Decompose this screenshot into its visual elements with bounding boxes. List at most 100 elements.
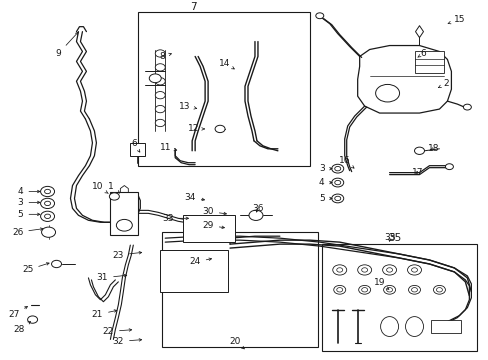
Bar xyxy=(130,143,145,156)
Circle shape xyxy=(432,285,445,294)
Text: 26: 26 xyxy=(12,228,43,237)
Bar xyxy=(110,193,138,235)
Circle shape xyxy=(315,13,323,19)
Text: 18: 18 xyxy=(427,144,438,153)
Text: 27: 27 xyxy=(8,306,27,319)
Circle shape xyxy=(215,125,224,132)
Text: 35: 35 xyxy=(383,233,394,242)
Circle shape xyxy=(445,164,452,170)
Text: 34: 34 xyxy=(184,193,204,202)
Text: 29: 29 xyxy=(202,221,224,230)
Text: 6: 6 xyxy=(131,139,140,152)
Bar xyxy=(321,244,476,351)
Circle shape xyxy=(334,196,340,201)
Circle shape xyxy=(44,201,50,206)
Bar xyxy=(162,270,188,290)
Text: 25: 25 xyxy=(22,263,49,274)
Circle shape xyxy=(336,288,342,292)
Circle shape xyxy=(407,285,420,294)
Circle shape xyxy=(149,74,161,83)
Circle shape xyxy=(155,119,165,127)
Circle shape xyxy=(248,210,263,220)
Text: 11: 11 xyxy=(159,143,176,152)
Text: 13: 13 xyxy=(179,102,196,111)
Text: 10: 10 xyxy=(91,182,108,193)
Circle shape xyxy=(51,260,61,267)
Circle shape xyxy=(361,288,367,292)
Text: 12: 12 xyxy=(187,125,204,134)
Circle shape xyxy=(375,85,399,102)
Circle shape xyxy=(155,78,165,85)
Circle shape xyxy=(463,104,470,110)
Text: 3: 3 xyxy=(18,198,40,207)
Circle shape xyxy=(333,285,345,294)
Circle shape xyxy=(407,265,421,275)
Circle shape xyxy=(334,180,340,185)
Circle shape xyxy=(331,194,343,203)
Circle shape xyxy=(155,50,165,57)
Circle shape xyxy=(411,268,417,272)
Text: 4: 4 xyxy=(318,178,331,187)
Text: 1: 1 xyxy=(107,182,120,193)
Circle shape xyxy=(361,268,367,272)
Circle shape xyxy=(332,265,346,275)
Text: 14: 14 xyxy=(219,59,234,69)
Text: 20: 20 xyxy=(229,337,244,349)
Circle shape xyxy=(383,285,395,294)
Circle shape xyxy=(27,316,38,323)
Text: 17: 17 xyxy=(411,168,423,177)
Circle shape xyxy=(155,91,165,99)
Ellipse shape xyxy=(405,316,423,337)
Circle shape xyxy=(336,268,342,272)
Text: 21: 21 xyxy=(92,310,117,319)
Text: 4: 4 xyxy=(18,187,40,196)
Circle shape xyxy=(44,214,50,219)
Text: 22: 22 xyxy=(102,327,131,336)
Text: 15: 15 xyxy=(447,15,464,24)
Circle shape xyxy=(386,268,392,272)
Circle shape xyxy=(109,193,119,200)
Text: 6: 6 xyxy=(417,49,426,58)
Bar xyxy=(162,252,188,266)
Circle shape xyxy=(41,186,55,197)
Bar xyxy=(414,51,444,73)
Bar xyxy=(162,232,317,347)
Bar xyxy=(138,12,309,166)
Circle shape xyxy=(414,147,424,154)
Circle shape xyxy=(331,178,343,187)
Circle shape xyxy=(155,105,165,113)
Circle shape xyxy=(358,285,370,294)
Text: 36: 36 xyxy=(252,204,263,213)
Text: 24: 24 xyxy=(189,257,211,266)
Circle shape xyxy=(357,265,371,275)
Circle shape xyxy=(155,64,165,71)
Text: 33: 33 xyxy=(162,214,188,223)
Ellipse shape xyxy=(380,316,398,337)
Circle shape xyxy=(331,164,343,173)
Text: 9: 9 xyxy=(56,32,78,58)
Bar xyxy=(430,320,461,333)
Bar xyxy=(190,217,210,240)
Circle shape xyxy=(41,211,55,221)
Text: 16: 16 xyxy=(338,156,353,168)
Text: 2: 2 xyxy=(437,79,448,88)
Text: 19: 19 xyxy=(373,278,388,289)
Bar xyxy=(215,217,232,240)
Text: 3: 3 xyxy=(318,164,331,173)
Text: 7: 7 xyxy=(189,2,196,12)
Text: 35: 35 xyxy=(387,233,400,243)
Text: 5: 5 xyxy=(318,194,331,203)
Bar xyxy=(160,250,227,292)
Circle shape xyxy=(382,265,396,275)
Text: 30: 30 xyxy=(202,207,226,216)
Text: 31: 31 xyxy=(97,273,126,282)
Circle shape xyxy=(41,198,55,208)
Circle shape xyxy=(334,166,340,171)
Text: 5: 5 xyxy=(18,210,40,219)
Circle shape xyxy=(44,189,50,194)
Bar xyxy=(183,215,235,242)
Text: 32: 32 xyxy=(112,337,142,346)
Circle shape xyxy=(386,288,392,292)
Circle shape xyxy=(41,227,56,237)
Circle shape xyxy=(411,288,417,292)
